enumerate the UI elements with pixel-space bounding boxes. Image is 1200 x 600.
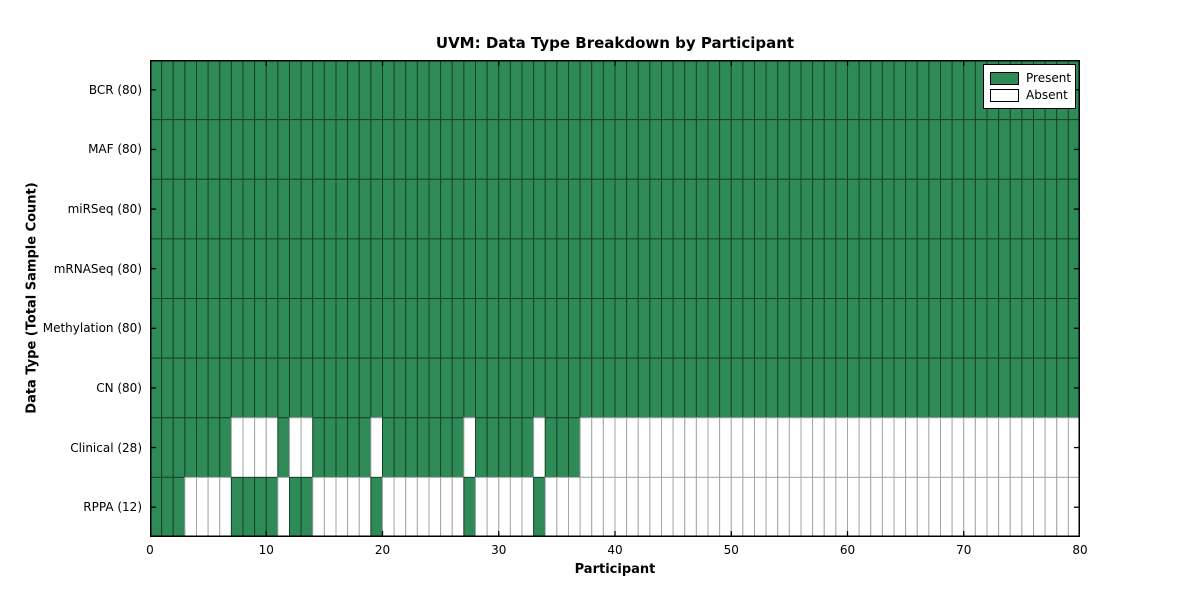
x-tick-label: 0 <box>146 543 154 557</box>
absent-swatch-icon <box>990 89 1019 102</box>
x-tick-label: 50 <box>723 543 739 557</box>
plot-area <box>150 60 1080 537</box>
row-label: RPPA (12) <box>83 500 142 515</box>
x-tick-label: 40 <box>607 543 623 557</box>
row-label: Methylation (80) <box>42 321 142 336</box>
row-label: MAF (80) <box>88 142 142 157</box>
x-tick-label: 70 <box>956 543 972 557</box>
row-label: miRSeq (80) <box>67 202 142 217</box>
legend: Present Absent <box>983 64 1076 109</box>
x-tick-label: 20 <box>374 543 391 557</box>
legend-entry-present: Present <box>990 71 1072 86</box>
present-swatch-icon <box>990 72 1019 85</box>
x-tick-label: 60 <box>839 543 856 557</box>
row-label: CN (80) <box>96 380 142 395</box>
legend-label-absent: Absent <box>1026 88 1068 102</box>
row-label: Clinical (28) <box>70 440 142 455</box>
x-axis-label: Participant <box>574 562 656 577</box>
legend-entry-absent: Absent <box>990 88 1069 103</box>
chart-title: UVM: Data Type Breakdown by Participant <box>435 34 795 52</box>
row-label: BCR (80) <box>88 82 142 97</box>
legend-label-present: Present <box>1026 71 1072 85</box>
y-axis-label: Data Type (Total Sample Count) <box>24 182 40 414</box>
heatmap-svg <box>150 60 1080 537</box>
row-label: mRNASeq (80) <box>53 261 142 276</box>
x-tick-label: 10 <box>258 543 274 557</box>
x-tick-label: 80 <box>1072 543 1088 557</box>
x-tick-label: 30 <box>491 543 507 557</box>
